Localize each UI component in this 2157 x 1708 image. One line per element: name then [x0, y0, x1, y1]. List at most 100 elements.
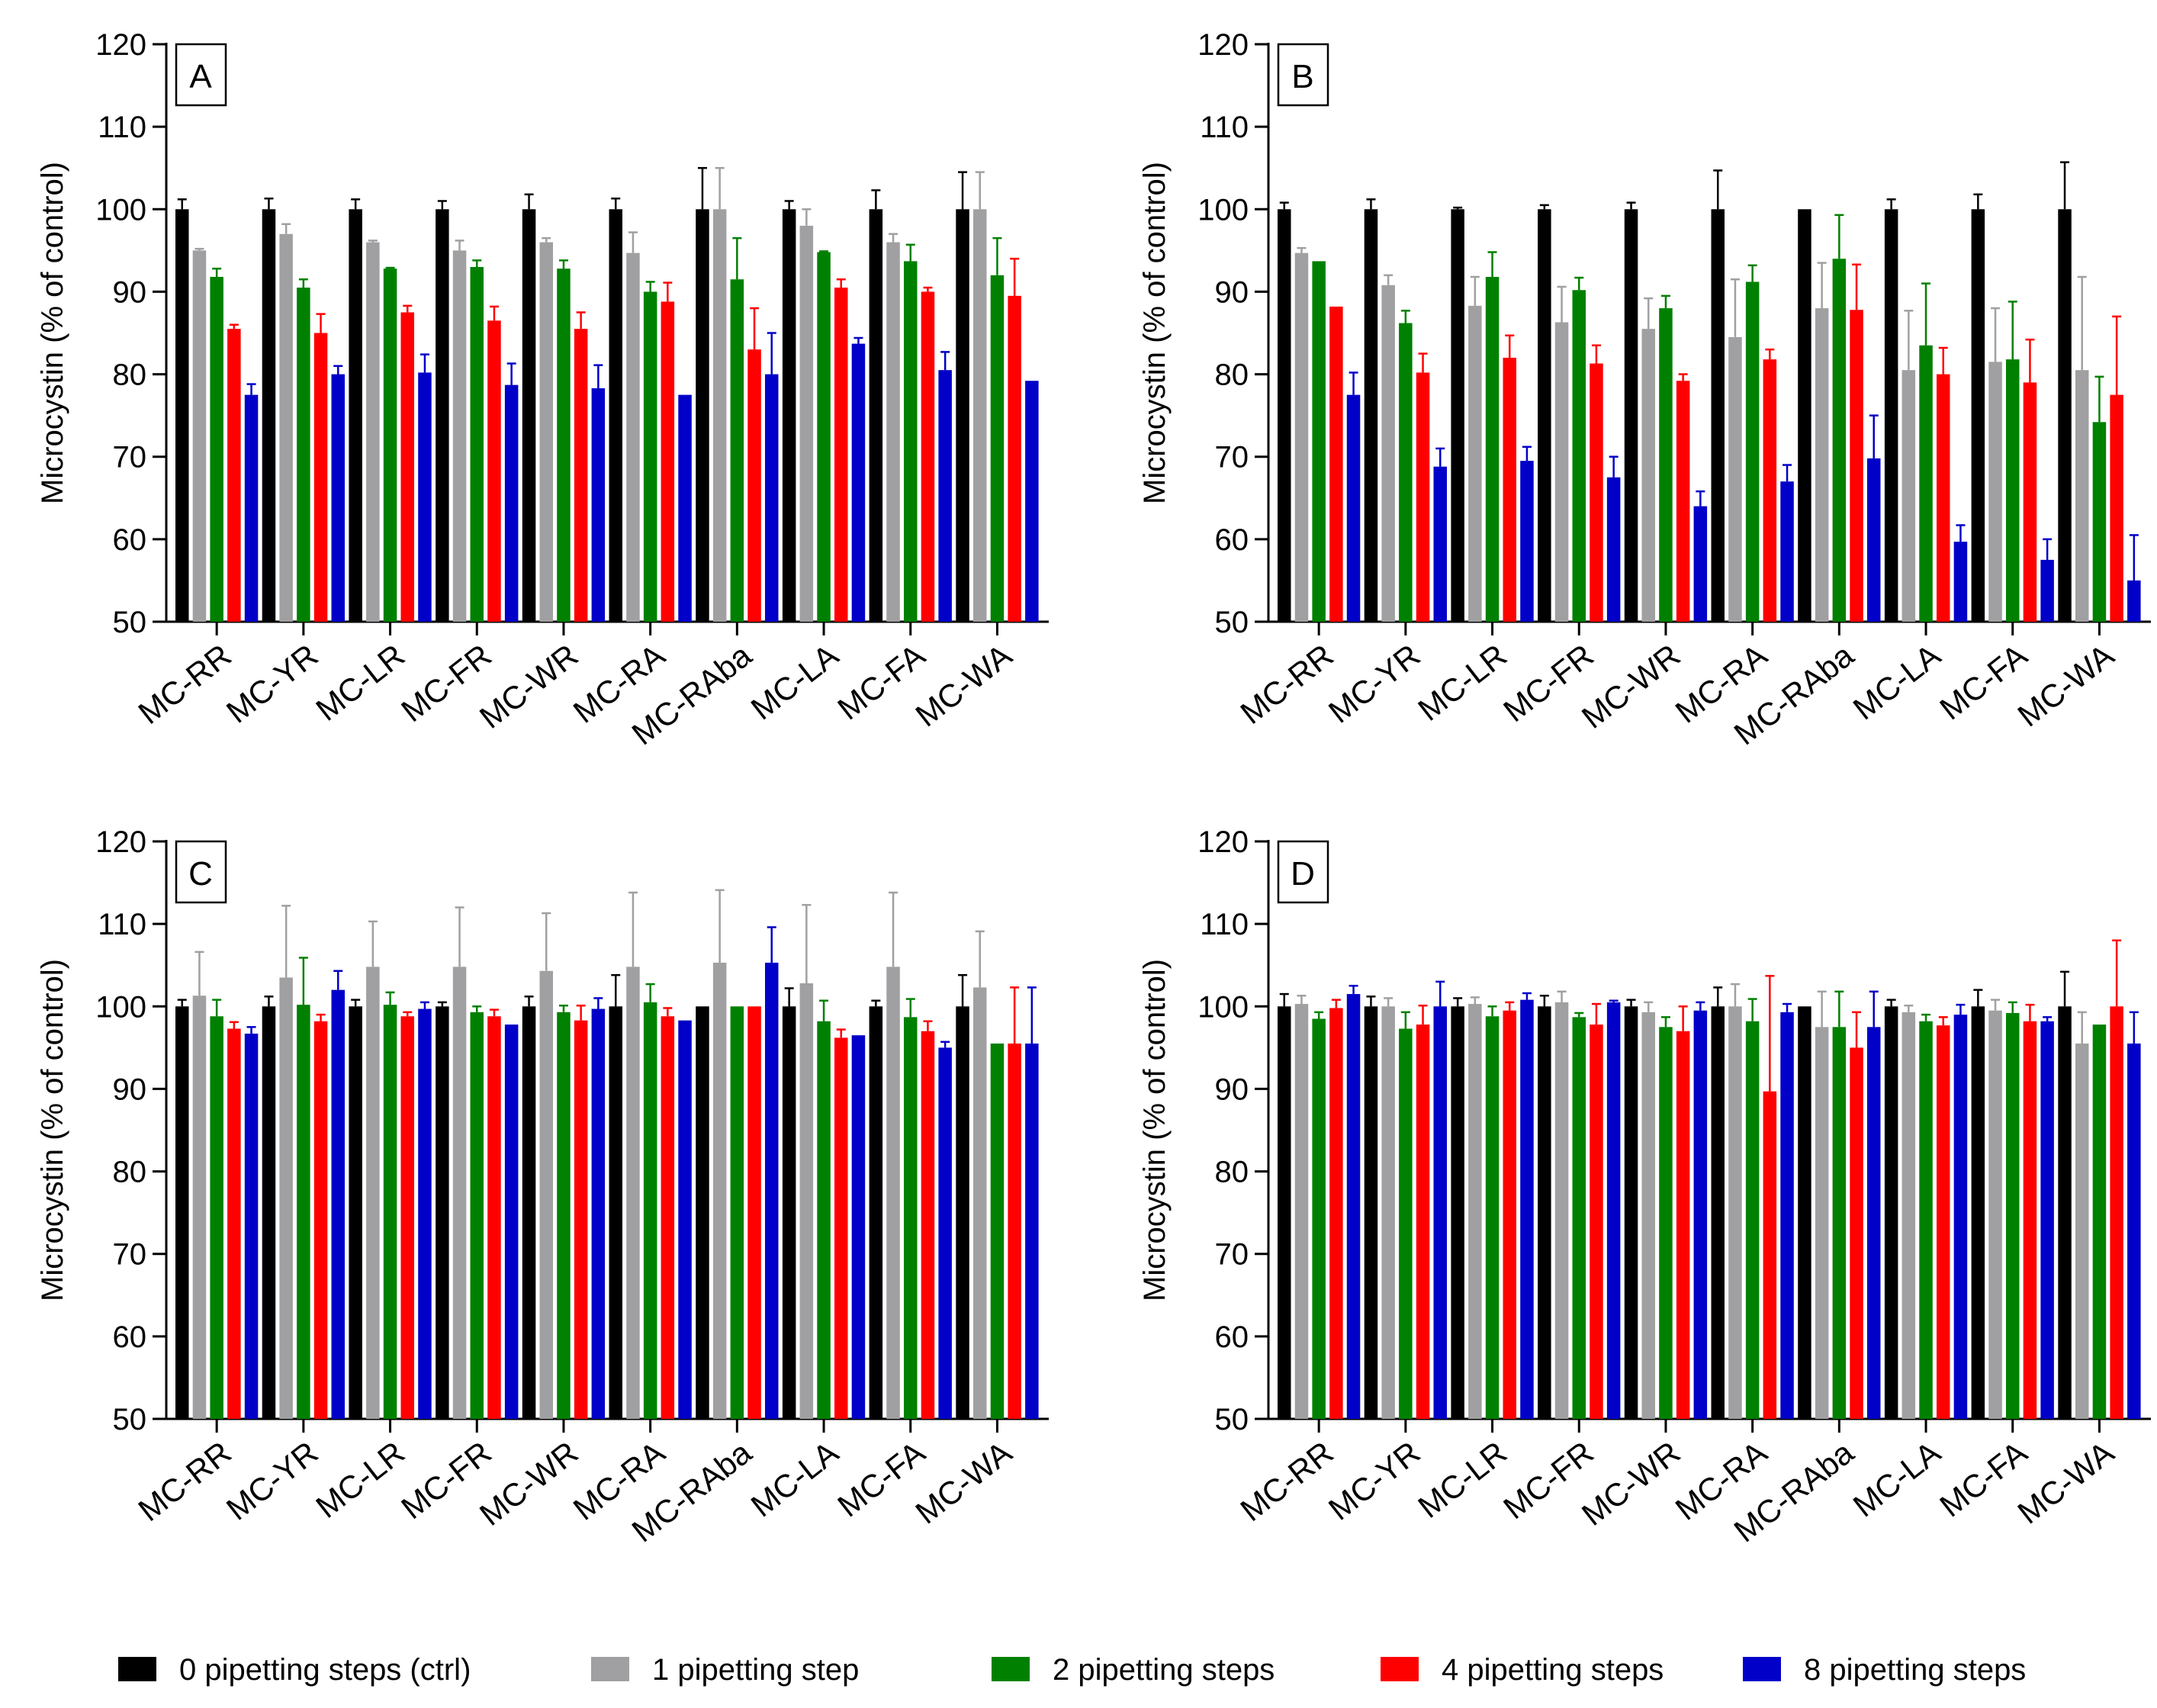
bar: [1693, 506, 1708, 622]
y-tick-label: 60: [1215, 1320, 1249, 1354]
bar: [1312, 1018, 1326, 1419]
bar: [678, 1020, 692, 1419]
x-tick-label: MC-LR: [309, 1434, 411, 1525]
y-axis-label: Microcystin (% of control): [1138, 162, 1172, 504]
y-tick-label: 60: [1215, 523, 1249, 557]
x-tick-label: MC-WR: [473, 1434, 585, 1533]
bar: [661, 301, 675, 622]
bar: [349, 209, 362, 622]
bar: [1884, 209, 1898, 622]
bar: [869, 1006, 883, 1419]
panel-label-box: [1277, 43, 1329, 107]
bar: [1520, 461, 1534, 622]
x-tick-label: MC-LR: [309, 637, 411, 728]
bar: [2092, 1024, 2107, 1419]
bar: [990, 275, 1005, 622]
legend-label: 1 pipetting step: [652, 1653, 859, 1687]
bar: [956, 209, 969, 622]
bar: [609, 209, 622, 622]
y-tick-label: 120: [95, 28, 146, 62]
y-tick-label: 80: [113, 1156, 147, 1189]
x-tick-label: MC-LA: [1847, 637, 1947, 726]
bar: [2006, 1012, 2020, 1419]
bar: [799, 225, 814, 622]
y-tick-label: 70: [113, 441, 147, 474]
bar: [1624, 1006, 1638, 1419]
x-tick-label: MC-WA: [908, 637, 1018, 734]
bar: [886, 967, 900, 1419]
bar: [1503, 357, 1516, 622]
bar: [452, 250, 467, 622]
bar: [210, 1016, 223, 1419]
bar: [609, 1006, 622, 1419]
bar: [470, 266, 484, 622]
bar: [244, 1033, 259, 1419]
bar: [1590, 1024, 1603, 1419]
bar: [1937, 1025, 1950, 1419]
bar: [591, 388, 606, 622]
y-tick-label: 90: [1215, 1073, 1249, 1106]
bar: [436, 1006, 449, 1419]
y-tick-label: 100: [1197, 990, 1249, 1024]
bar: [1867, 1027, 1881, 1419]
bar: [1641, 1012, 1655, 1419]
y-tick-label: 110: [98, 111, 146, 144]
bar: [1624, 209, 1638, 622]
panel-label: D: [1291, 855, 1315, 893]
bar: [1901, 1012, 1916, 1419]
bar: [574, 329, 588, 622]
bar: [1763, 1091, 1777, 1419]
x-tick-label: MC-YR: [220, 1434, 324, 1527]
bar: [782, 209, 796, 622]
y-axis-label: Microcystin (% of control): [1138, 959, 1172, 1301]
bar: [1364, 1006, 1378, 1419]
bar: [557, 269, 571, 622]
bar: [2075, 1043, 2089, 1419]
y-tick-label: 90: [1215, 275, 1249, 309]
bar: [626, 253, 640, 622]
bar: [938, 370, 952, 622]
bar: [1364, 209, 1378, 622]
bar: [747, 1006, 761, 1419]
bar: [313, 333, 328, 622]
bar: [904, 261, 918, 622]
bar: [1572, 290, 1586, 622]
bar: [643, 1002, 657, 1419]
bar: [262, 1006, 276, 1419]
bar: [1278, 209, 1291, 622]
bar: [696, 209, 709, 622]
bar: [712, 962, 727, 1419]
bar: [1381, 1006, 1395, 1419]
bar: [730, 1006, 744, 1419]
bar: [1468, 1004, 1482, 1419]
legend-swatch: [992, 1657, 1030, 1681]
bar: [1346, 994, 1361, 1419]
panel-a: 50 60 70 80 90 100 110 120 Microcystin (% of con…: [36, 28, 1049, 752]
bar: [1538, 209, 1551, 622]
bar: [313, 1021, 328, 1419]
bar: [452, 967, 467, 1419]
bar: [383, 1005, 397, 1419]
bar: [400, 312, 414, 622]
y-tick-label: 110: [1200, 111, 1249, 144]
bar: [1485, 276, 1500, 622]
bar: [1728, 1006, 1742, 1419]
bar: [175, 209, 189, 622]
legend-label: 0 pipetting steps (ctrl): [179, 1653, 471, 1687]
bar: [1953, 542, 1968, 622]
bar: [2040, 559, 2054, 622]
bar: [175, 1006, 189, 1419]
bar: [1416, 372, 1430, 622]
bar: [418, 1008, 432, 1419]
x-tick-label: MC-LA: [744, 1434, 845, 1523]
bar: [973, 209, 987, 622]
bar: [765, 962, 779, 1419]
y-tick-label: 120: [1197, 28, 1249, 62]
bar: [574, 1020, 588, 1419]
y-tick-label: 100: [1197, 193, 1249, 227]
bar: [2006, 359, 2020, 622]
bar: [522, 209, 536, 622]
bar: [1884, 1006, 1898, 1419]
bar: [1606, 1002, 1621, 1419]
bar: [297, 288, 310, 622]
